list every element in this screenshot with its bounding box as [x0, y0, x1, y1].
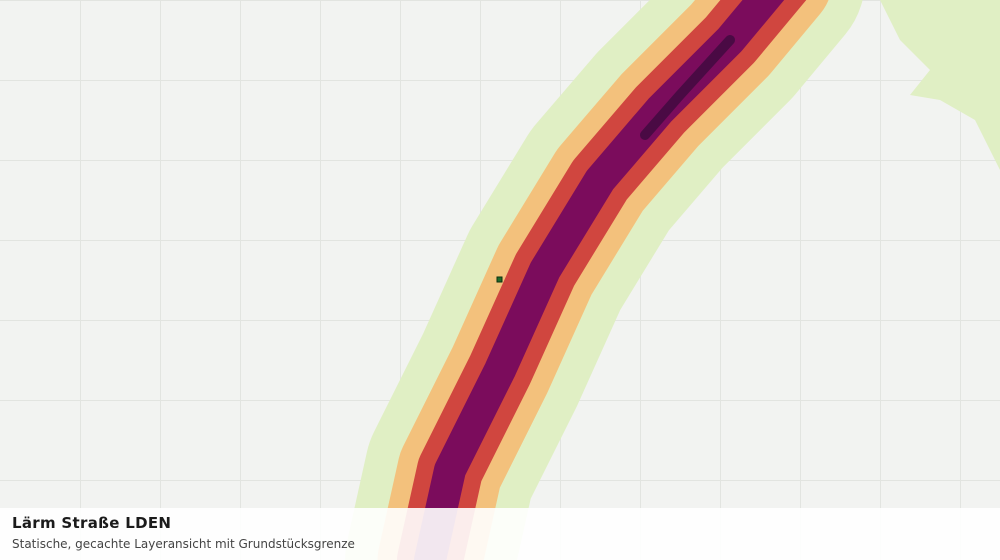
noise-zone-low — [880, 0, 1000, 170]
caption-bar: Lärm Straße LDEN Statische, gecachte Lay… — [0, 508, 1000, 560]
layer-subtitle: Statische, gecachte Layeransicht mit Gru… — [12, 537, 355, 551]
parcel-marker — [496, 276, 503, 283]
noise-band — [345, 0, 863, 560]
layer-title: Lärm Straße LDEN — [12, 514, 172, 532]
